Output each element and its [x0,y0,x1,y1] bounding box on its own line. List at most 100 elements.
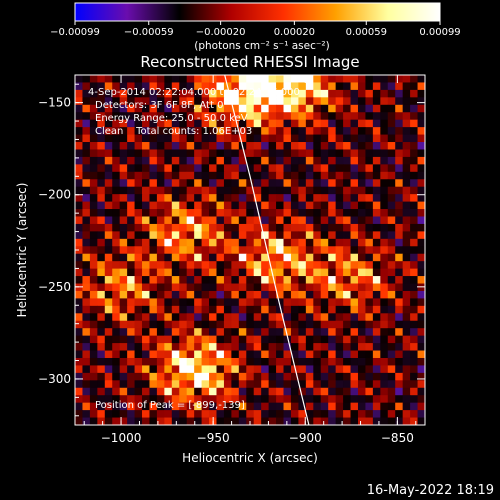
heatmap-cell [320,216,329,225]
heatmap-cell [231,253,240,262]
heatmap-cell [164,395,173,404]
heatmap-cell [104,387,113,396]
heatmap-cell [179,171,188,180]
heatmap-cell [313,75,322,83]
heatmap-cell [283,320,292,329]
heatmap-cell [350,357,359,366]
heatmap-cell [201,75,210,83]
heatmap-cell [365,186,374,195]
heatmap-cell [290,82,299,91]
heatmap-cell [223,320,232,329]
heatmap-cell [142,209,150,217]
heatmap-cell [268,238,277,247]
heatmap-cell [283,395,292,404]
heatmap-cell [283,75,292,83]
heatmap-cell [276,186,284,195]
heatmap-cell [149,328,158,337]
heatmap-cell [142,142,150,150]
heatmap-cell [320,335,329,344]
heatmap-cell [216,261,225,270]
heatmap-cell [223,283,232,292]
heatmap-cell [305,372,314,381]
heatmap-cell [402,402,411,411]
heatmap-cell [238,380,247,389]
heatmap-cell [112,372,121,381]
heatmap-cell [305,328,314,337]
heatmap-cell [134,417,143,425]
heatmap-cell [313,335,322,344]
heatmap-cell [253,395,262,404]
heatmap-cell [298,194,307,202]
heatmap-cell [171,350,180,359]
heatmap-cell [276,305,284,314]
heatmap-cell [387,395,396,404]
heatmap-cell [387,410,396,418]
heatmap-cell [238,156,247,165]
heatmap-cell [290,142,299,150]
heatmap-cell [380,142,389,150]
heatmap-cell [343,186,351,195]
heatmap-cell [365,283,374,292]
heatmap-cell [171,365,180,374]
heatmap-cell [231,387,240,396]
heatmap-cell [89,142,98,150]
heatmap-cell [119,216,128,225]
heatmap-cell [410,238,418,247]
heatmap-cell [201,89,210,98]
y-tick-label: −250 [38,280,71,294]
heatmap-cell [104,305,113,314]
heatmap-cell [119,402,128,411]
heatmap-cell [268,142,277,150]
heatmap-cell [201,395,210,404]
heatmap-cell [164,97,173,106]
heatmap-cell [75,231,83,240]
heatmap-cell [97,231,106,240]
heatmap-cell [387,357,396,366]
heatmap-cell [127,387,135,396]
heatmap-cell [127,268,135,277]
heatmap-cell [253,350,262,359]
heatmap-cell [209,402,217,411]
heatmap-cell [261,223,270,232]
heatmap-cell [320,134,329,143]
heatmap-cell [417,283,425,292]
heatmap-cell [246,112,255,121]
heatmap-cell [335,387,344,396]
heatmap-cell [104,142,113,150]
heatmap-cell [89,223,98,232]
heatmap-cell [186,268,195,277]
heatmap-cell [156,89,165,98]
heatmap-cell [417,171,425,180]
heatmap-cell [186,372,195,381]
x-tick-label: −850 [381,431,414,445]
heatmap-cell [97,223,106,232]
heatmap-cell [75,261,83,270]
heatmap-cell [417,216,425,225]
heatmap-cell [156,246,165,255]
heatmap-cell [164,290,173,299]
heatmap-cell [387,276,396,284]
heatmap-cell [417,127,425,135]
heatmap-cell [313,261,322,270]
heatmap-cell [119,372,128,381]
heatmap-cell [201,357,210,366]
heatmap-cell [417,305,425,314]
heatmap-cell [216,231,225,240]
heatmap-cell [112,238,121,247]
heatmap-cell [75,410,83,418]
heatmap-cell [298,171,307,180]
heatmap-cell [112,97,121,106]
heatmap-cell [268,119,277,128]
heatmap-cell [223,261,232,270]
heatmap-cell [290,194,299,202]
heatmap-cell [164,253,173,262]
heatmap-cell [283,142,292,150]
heatmap-cell [82,149,91,158]
heatmap-cell [201,246,210,255]
heatmap-cell [119,328,128,337]
heatmap-cell [156,335,165,344]
heatmap-cell [104,402,113,411]
annotation-clean-counts: Clean Total counts: 1.06E+03 [95,126,252,137]
heatmap-cell [283,112,292,121]
heatmap-cell [313,164,322,173]
